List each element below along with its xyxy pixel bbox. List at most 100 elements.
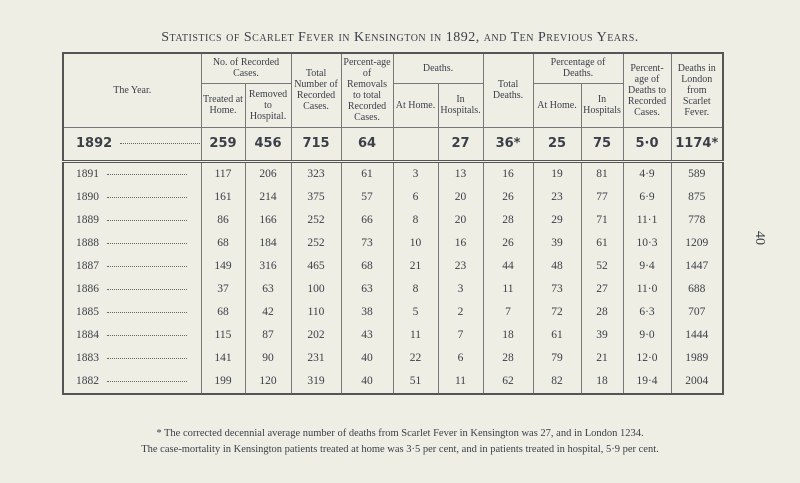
year-cell: 1888 — [62, 231, 202, 255]
leader — [107, 311, 187, 313]
header-group: No. of Recorded Cases. — [200, 52, 292, 84]
cell: 63 — [244, 277, 292, 301]
cell: 9·4 — [622, 254, 672, 278]
leader — [107, 265, 187, 267]
cell: 8 — [392, 277, 439, 301]
leader — [107, 380, 187, 382]
year: 1889 — [76, 214, 99, 226]
cell: 166 — [244, 208, 292, 232]
cell: 66 — [340, 208, 394, 232]
cell: 7 — [482, 300, 534, 324]
cell: 252 — [290, 208, 342, 232]
year: 1884 — [76, 329, 99, 341]
year: 1882 — [76, 375, 99, 387]
cell: 20 — [437, 208, 484, 232]
cell: 79 — [532, 346, 582, 370]
table-row: 1887 149 316 465 68 21 23 44 48 52 9·4 1447 — [62, 254, 724, 278]
year: 1888 — [76, 237, 99, 249]
header-cell: The Year. — [62, 52, 202, 128]
cell: 52 — [580, 254, 624, 278]
cell — [392, 127, 439, 163]
cell: 161 — [200, 185, 246, 209]
cell: 16 — [482, 161, 534, 186]
leader — [107, 288, 187, 290]
cell: 319 — [290, 369, 342, 394]
cell: 19·4 — [622, 369, 672, 394]
footnote: The case-mortality in Kensington patient… — [141, 444, 659, 455]
cell: 875 — [670, 185, 724, 209]
cell: 6 — [392, 185, 439, 209]
year-cell: 1889 — [62, 208, 202, 232]
cell: 44 — [482, 254, 534, 278]
cell: 5 — [392, 300, 439, 324]
footnote: * The corrected decennial average number… — [156, 428, 644, 439]
cell: 9·0 — [622, 323, 672, 347]
cell: 1989 — [670, 346, 724, 370]
cell: 5·0 — [622, 127, 672, 163]
header-group: Percentage of Deaths. — [532, 52, 624, 84]
table-row: 1884 115 87 202 43 11 7 18 61 39 9·0 1444 — [62, 323, 724, 347]
cell: 7 — [437, 323, 484, 347]
year-cell: 1892 — [62, 127, 202, 163]
cell: 202 — [290, 323, 342, 347]
year: 1887 — [76, 260, 99, 272]
cell: 456 — [244, 127, 292, 163]
cell: 73 — [532, 277, 582, 301]
cell: 1209 — [670, 231, 724, 255]
table-row: 1885 68 42 110 38 5 2 7 72 28 6·3 707 — [62, 300, 724, 324]
cell: 120 — [244, 369, 292, 394]
cell: 40 — [340, 346, 394, 370]
cell: 42 — [244, 300, 292, 324]
table-body: 1892 259 456 715 64 27 36* 25 75 5·0 1174* 1891 117 2… — [62, 127, 724, 394]
cell: 323 — [290, 161, 342, 186]
cell: 316 — [244, 254, 292, 278]
cell: 141 — [200, 346, 246, 370]
cell: 3 — [392, 161, 439, 186]
cell: 117 — [200, 161, 246, 186]
cell: 37 — [200, 277, 246, 301]
cell: 57 — [340, 185, 394, 209]
cell: 184 — [244, 231, 292, 255]
year-cell: 1886 — [62, 277, 202, 301]
cell: 110 — [290, 300, 342, 324]
cell: 115 — [200, 323, 246, 347]
cell: 11 — [437, 369, 484, 394]
cell: 51 — [392, 369, 439, 394]
cell: 68 — [340, 254, 394, 278]
year: 1892 — [76, 136, 113, 151]
cell: 206 — [244, 161, 292, 186]
cell: 64 — [340, 127, 394, 163]
cell: 75 — [580, 127, 624, 163]
table-row: 1882 199 120 319 40 51 11 62 82 18 19·4 2004 — [62, 369, 724, 394]
year-cell: 1885 — [62, 300, 202, 324]
cell: 23 — [437, 254, 484, 278]
cell: 11·0 — [622, 277, 672, 301]
cell: 12·0 — [622, 346, 672, 370]
table-row: 1883 141 90 231 40 22 6 28 79 21 12·0 1989 — [62, 346, 724, 370]
cell: 11·1 — [622, 208, 672, 232]
cell: 71 — [580, 208, 624, 232]
leader — [107, 334, 187, 336]
page-number: 40 — [752, 231, 767, 245]
table-row: 1891 117 206 323 61 3 13 16 19 81 4·9 589 — [62, 161, 724, 186]
table-row: 1890 161 214 375 57 6 20 26 23 77 6·9 875 — [62, 185, 724, 209]
cell: 18 — [482, 323, 534, 347]
cell: 199 — [200, 369, 246, 394]
cell: 214 — [244, 185, 292, 209]
cell: 27 — [580, 277, 624, 301]
header-cell: Total Deaths. — [482, 52, 534, 128]
year: 1886 — [76, 283, 99, 295]
year-cell: 1891 — [62, 161, 202, 186]
table-row: 1888 68 184 252 73 10 16 26 39 61 10·3 1209 — [62, 231, 724, 255]
year-cell: 1887 — [62, 254, 202, 278]
header-cell: Percent-age of Deaths to Recorded Cases. — [622, 52, 672, 128]
leader — [107, 196, 187, 198]
table-row: 1892 259 456 715 64 27 36* 25 75 5·0 1174* — [62, 127, 724, 163]
cell: 43 — [340, 323, 394, 347]
cell: 11 — [392, 323, 439, 347]
cell: 20 — [437, 185, 484, 209]
year-cell: 1890 — [62, 185, 202, 209]
title: Statistics of Scarlet Fever in Kensingto… — [161, 30, 639, 45]
cell: 38 — [340, 300, 394, 324]
